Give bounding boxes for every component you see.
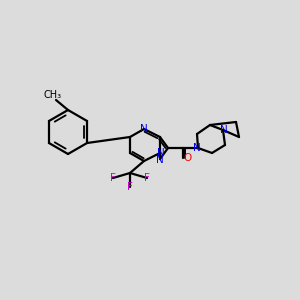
Text: F: F xyxy=(110,173,116,183)
Text: F: F xyxy=(144,173,150,183)
Text: CH₃: CH₃ xyxy=(44,90,62,100)
Text: N: N xyxy=(157,148,165,158)
Text: N: N xyxy=(156,155,164,165)
Text: N: N xyxy=(193,143,201,153)
Text: N: N xyxy=(220,125,228,135)
Text: F: F xyxy=(127,182,133,192)
Text: N: N xyxy=(140,124,148,134)
Text: O: O xyxy=(184,153,192,163)
